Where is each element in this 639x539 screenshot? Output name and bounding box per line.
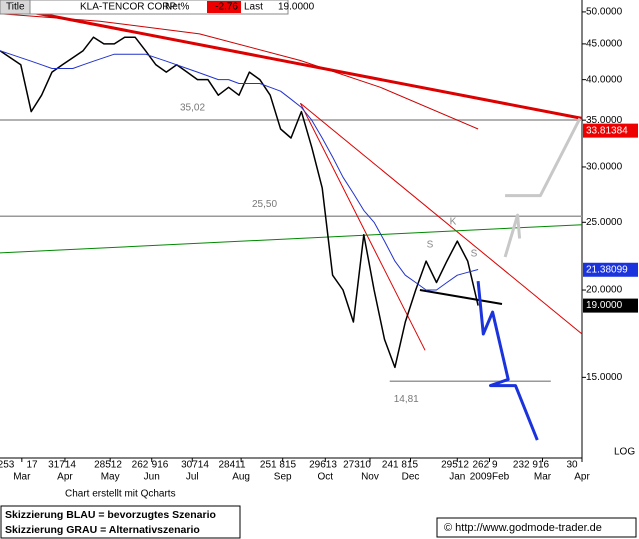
- x-tick-label: May: [101, 472, 120, 483]
- legend-blue: Skizzierung BLAU = bevorzugtes Szenario: [5, 509, 216, 521]
- x-tick-label: Apr: [574, 472, 590, 483]
- x-tick-label: Aug: [232, 472, 250, 483]
- y-tick-label: 25.0000: [586, 217, 623, 228]
- x-day-label: 30: [566, 460, 578, 471]
- price-tag: [583, 123, 638, 138]
- y-tick-label: 35.0000: [586, 115, 623, 126]
- x-tick-label: Nov: [361, 472, 379, 483]
- pattern-label: S: [427, 240, 434, 251]
- series-line: [0, 50, 479, 291]
- x-day-label: 30714: [181, 460, 209, 471]
- plot: 35,02 25,50 14,81: [0, 10, 583, 441]
- trendline: [29, 10, 583, 120]
- x-day-label: 232 916: [513, 460, 550, 471]
- x-tick-label: Jan: [449, 472, 465, 483]
- credit: Chart erstellt mit Qcharts: [65, 489, 176, 500]
- x-tick-label: Apr: [57, 472, 73, 483]
- y-tick-label: 20.0000: [586, 285, 623, 296]
- x-day-label: 29512: [441, 460, 469, 471]
- trendline: [300, 102, 583, 335]
- log-label: LOG: [614, 447, 635, 458]
- trendline: [299, 103, 426, 351]
- x-day-label: 253: [0, 460, 15, 471]
- y-tick-label: 15.0000: [586, 372, 623, 383]
- x-day-label: 17: [26, 460, 38, 471]
- x-day-label: 262 9: [472, 460, 497, 471]
- level-label: 14,81: [394, 394, 419, 405]
- x-day-label: 251 815: [260, 460, 297, 471]
- x-tick-label: Jul: [186, 472, 199, 483]
- scenario-line: [476, 280, 539, 441]
- x-tick-label: Oct: [318, 472, 334, 483]
- x-tick-label: Dec: [402, 472, 420, 483]
- y-tick-label: 30.0000: [586, 162, 623, 173]
- legend-gray: Skizzierung GRAU = Alternativszenario: [5, 524, 200, 536]
- price-tag-label: 21.38099: [586, 264, 628, 275]
- x-day-label: 241 815: [382, 460, 419, 471]
- copyright-box: [436, 517, 637, 538]
- x-day-label: 29613: [309, 460, 337, 471]
- x-day-label: 28512: [94, 460, 122, 471]
- last-value: 19.0000: [278, 2, 315, 13]
- x-tick-label: Sep: [274, 472, 292, 483]
- price-tag-label: 19.0000: [586, 300, 623, 311]
- pattern-label: K: [450, 217, 457, 228]
- copyright: © http://www.godmode-trader.de: [444, 522, 602, 534]
- x-tick-label: Jun: [144, 472, 160, 483]
- symbol: KLA-TENCOR CORP: [80, 2, 176, 13]
- series-line: [0, 13, 479, 130]
- x-day-label: 262: [132, 460, 149, 471]
- pattern-label: S: [471, 249, 478, 260]
- x-tick-label: 2009Feb: [470, 472, 510, 483]
- scenario-line: [503, 117, 582, 258]
- level-label: 25,50: [252, 199, 277, 210]
- trendline: [0, 224, 583, 254]
- y-tick-label: 50.0000: [586, 7, 623, 18]
- x-day-label: 28411: [218, 460, 246, 471]
- x-tick-label: Mar: [534, 472, 552, 483]
- price-tag: [583, 298, 638, 313]
- title-button-label: Title: [6, 2, 25, 13]
- series-line: [0, 36, 479, 369]
- net-box: [207, 1, 241, 13]
- level-label: 35,02: [180, 103, 205, 114]
- legend-box: [0, 505, 241, 539]
- price-tag: [583, 262, 638, 277]
- net-label: Net%: [165, 2, 190, 13]
- x-tick-label: Mar: [13, 472, 31, 483]
- y-tick-label: 45.0000: [586, 39, 623, 50]
- net-value: -2.76: [215, 2, 238, 13]
- header: Title KLA-TENCOR CORP Net% -2.76 Last 19…: [0, 0, 315, 15]
- last-label: Last: [244, 2, 263, 13]
- x-day-label: 31714: [48, 460, 76, 471]
- x-day-label: 916: [152, 460, 169, 471]
- y-tick-label: 40.0000: [586, 74, 623, 85]
- price-tag-label: 33.81384: [586, 125, 628, 136]
- x-day-label: 27310: [343, 460, 371, 471]
- trendline: [419, 289, 503, 305]
